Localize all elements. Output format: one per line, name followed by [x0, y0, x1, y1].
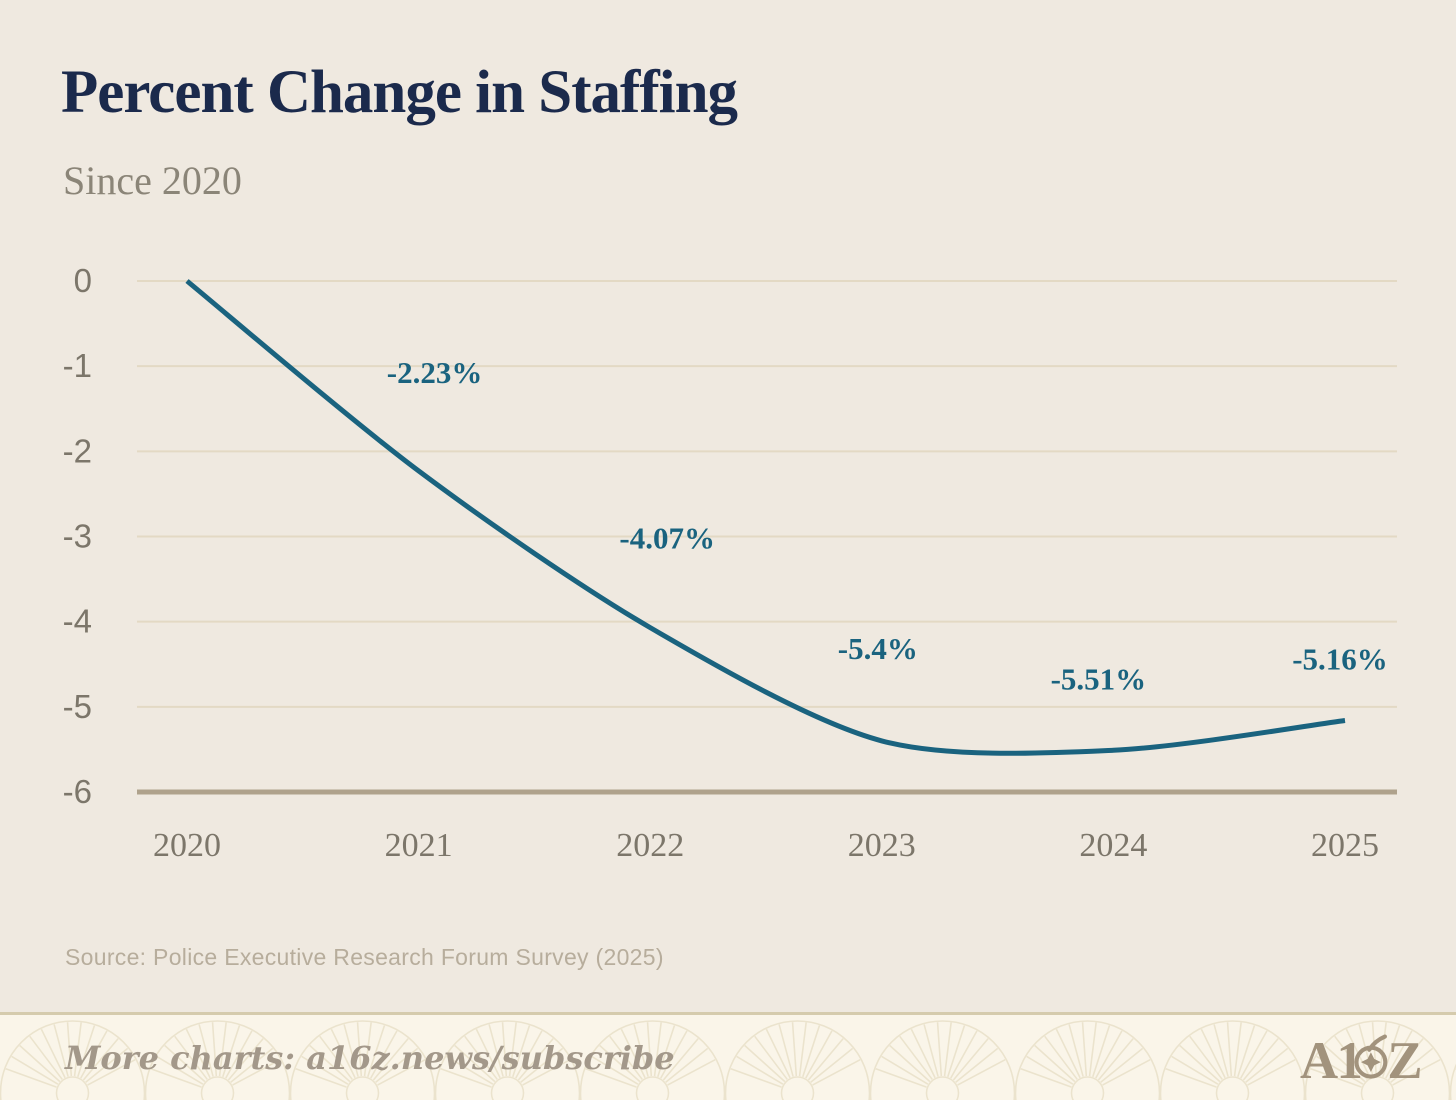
data-point-label: -5.16% [1292, 641, 1388, 676]
data-point-label: -5.51% [1051, 661, 1147, 696]
x-tick-label: 2020 [153, 827, 221, 864]
a16z-logo: A1 Z [1300, 1031, 1422, 1088]
data-point-label: -5.4% [838, 631, 918, 666]
page-title: Percent Change in Staffing [61, 59, 738, 126]
x-tick-label: 2021 [385, 827, 453, 864]
y-tick-label: 0 [74, 262, 92, 299]
svg-text:A1: A1 [1300, 1031, 1361, 1088]
data-point-label: -2.23% [387, 355, 483, 390]
x-tick-label: 2025 [1311, 827, 1379, 864]
svg-text:Z: Z [1387, 1031, 1422, 1088]
y-tick-label: -6 [63, 773, 92, 810]
compass-star-icon [1354, 1034, 1388, 1079]
y-tick-label: -3 [63, 518, 92, 555]
subscribe-url: More charts: a16z.news/subscribe [65, 1038, 675, 1077]
source-note: Source: Police Executive Research Forum … [65, 944, 664, 970]
x-tick-label: 2023 [848, 827, 916, 864]
data-point-label: -4.07% [619, 521, 715, 556]
y-tick-label: -4 [63, 603, 92, 640]
x-tick-label: 2024 [1079, 827, 1147, 864]
deco-fan-pattern [0, 1015, 1456, 1100]
chart-subtitle: Since 2020 [63, 158, 242, 203]
footer-band: More charts: a16z.news/subscribe A1 Z [0, 1012, 1456, 1100]
y-tick-label: -1 [63, 347, 92, 384]
y-tick-label: -5 [63, 688, 92, 725]
y-tick-label: -2 [63, 432, 92, 469]
trend-line [185, 279, 1346, 756]
x-tick-label: 2022 [616, 827, 684, 864]
